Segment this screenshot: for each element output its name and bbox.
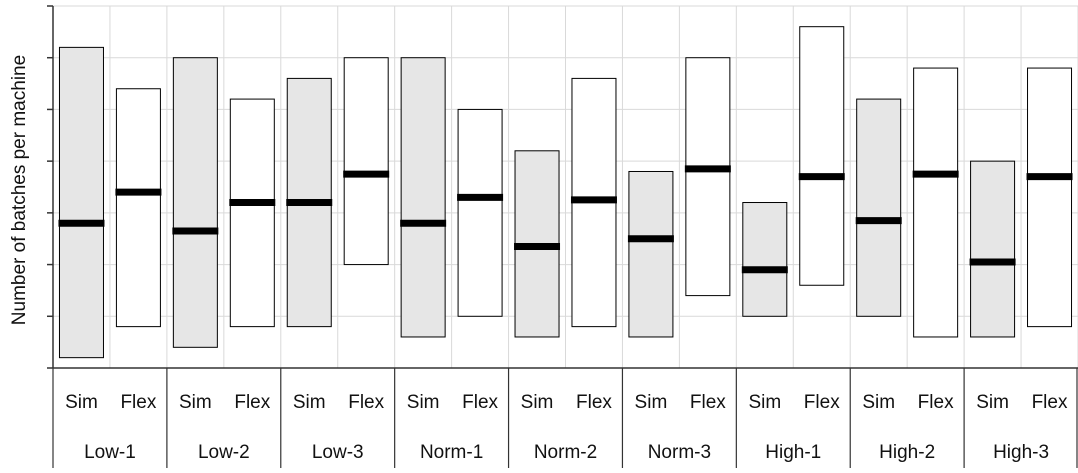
box-flex-high-2: [913, 67, 959, 338]
subgroup-label-flex: Flex: [804, 392, 840, 413]
subgroup-label-flex: Flex: [462, 392, 498, 413]
subgroup-label-sim: Sim: [293, 392, 326, 413]
box-sim-high-3: [970, 160, 1016, 338]
group-label: High-3: [993, 442, 1049, 463]
box-flex-low-3: [343, 57, 389, 266]
box-layer: [58, 26, 1073, 359]
subgroup-label-flex: Flex: [918, 392, 954, 413]
subgroup-label-flex: Flex: [690, 392, 726, 413]
subgroup-label-sim: Sim: [65, 392, 98, 413]
subgroup-label-sim: Sim: [862, 392, 895, 413]
box-flex-norm-3: [685, 57, 731, 297]
group-label: Norm-1: [420, 442, 483, 463]
box-flex-low-2: [229, 98, 275, 328]
subgroup-label-flex: Flex: [120, 392, 156, 413]
group-label: Low-3: [312, 442, 364, 463]
grid-layer: [52, 5, 1078, 368]
subgroup-label-flex: Flex: [1032, 392, 1068, 413]
label-layer: Sim Flex Low-1 Sim Flex Low-2 Sim Flex Low-3 Sim F…: [65, 392, 1068, 463]
y-axis-title: Number of batches per machine: [9, 55, 30, 325]
box-sim-norm-1: [400, 57, 446, 338]
subgroup-label-flex: Flex: [348, 392, 384, 413]
box-sim-low-2: [172, 57, 218, 348]
box-sim-high-1: [742, 202, 788, 317]
group-label: Norm-3: [648, 442, 711, 463]
group-label: Norm-2: [534, 442, 597, 463]
subgroup-label-flex: Flex: [234, 392, 270, 413]
subgroup-label-sim: Sim: [976, 392, 1009, 413]
box-sim-norm-3: [628, 170, 674, 338]
box-sim-high-2: [856, 98, 902, 317]
box-flex-low-1: [115, 88, 161, 328]
box-flex-norm-1: [457, 108, 503, 317]
box-sim-low-1: [58, 46, 104, 359]
box-flex-high-3: [1027, 67, 1073, 328]
axis-layer: [47, 5, 1078, 468]
subgroup-label-sim: Sim: [521, 392, 554, 413]
subgroup-label-sim: Sim: [635, 392, 668, 413]
box-flex-high-1: [799, 26, 845, 286]
subgroup-label-sim: Sim: [179, 392, 212, 413]
subgroup-label-sim: Sim: [407, 392, 440, 413]
group-label: High-1: [765, 442, 821, 463]
group-label: Low-1: [84, 442, 136, 463]
subgroup-label-sim: Sim: [748, 392, 781, 413]
group-label: High-2: [879, 442, 935, 463]
subgroup-label-flex: Flex: [576, 392, 612, 413]
group-label: Low-2: [198, 442, 250, 463]
